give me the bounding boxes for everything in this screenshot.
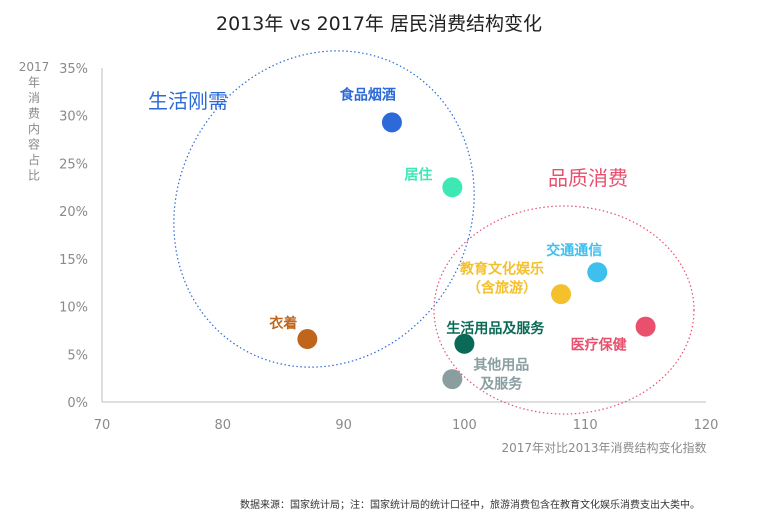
x-tick-label: 70	[94, 418, 111, 433]
x-tick-label: 80	[215, 418, 232, 433]
chart-title: 2013年 vs 2017年 居民消费结构变化	[216, 13, 542, 35]
data-point	[381, 112, 402, 133]
x-tick-labels: 70 80 90 100 110 120	[94, 418, 719, 433]
data-point	[442, 177, 463, 198]
data-point-label: 教育文化娱乐（含旅游）	[460, 261, 544, 297]
group-ellipse-quality	[433, 205, 695, 415]
data-point	[587, 262, 608, 283]
y-tick-labels: 0% 5% 10% 15% 20% 25% 30% 35%	[59, 62, 88, 411]
data-point	[442, 369, 463, 390]
y-tick-label: 20%	[59, 205, 88, 220]
data-point-label: 其他用品及服务	[473, 357, 529, 393]
footnote: 数据来源：国家统计局；注：国家统计局的统计口径中，旅游消费包含在教育文化娱乐消费…	[240, 498, 700, 511]
x-tick-label: 110	[573, 418, 598, 433]
group-label-quality: 品质消费	[548, 166, 628, 190]
x-axis-title: 2017年对比2013年消费结构变化指数	[501, 440, 706, 455]
data-point	[635, 316, 656, 337]
data-point	[297, 329, 318, 350]
group-ellipse-essentials	[173, 50, 475, 368]
y-tick-label: 10%	[59, 301, 88, 316]
data-point-label: 生活用品及服务	[446, 320, 545, 337]
x-tick-label: 100	[452, 418, 477, 433]
data-point	[551, 284, 572, 305]
group-label-essentials: 生活刚需	[148, 89, 228, 113]
y-tick-label: 30%	[59, 110, 88, 125]
data-point-label: 医疗保健	[571, 337, 627, 354]
data-point-label: 居住	[404, 166, 432, 183]
y-tick-label: 25%	[59, 157, 88, 172]
data-point-label: 食品烟酒	[340, 86, 396, 103]
x-tick-label: 90	[335, 418, 352, 433]
data-point-label: 交通通信	[546, 242, 602, 259]
y-tick-label: 0%	[67, 396, 88, 411]
data-point	[454, 333, 475, 354]
x-tick-label: 120	[694, 418, 719, 433]
data-point-label: 衣着	[269, 315, 297, 332]
y-tick-label: 35%	[59, 62, 88, 77]
y-tick-label: 15%	[59, 253, 88, 268]
y-axis-title: 2017 年消费内容占比	[19, 60, 50, 183]
y-tick-label: 5%	[67, 348, 88, 363]
